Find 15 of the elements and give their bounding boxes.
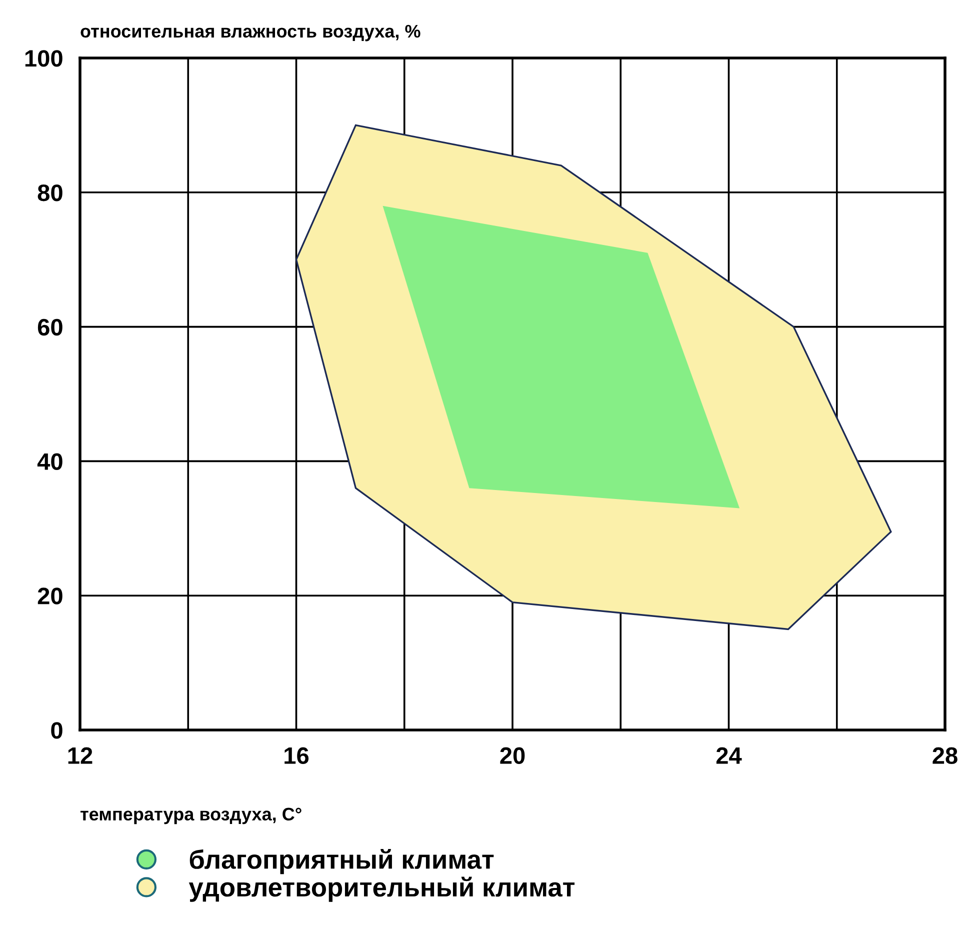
x-tick-label: 20 [500, 747, 525, 764]
x-tick-label: 16 [284, 747, 309, 764]
y-tick-label: 60 [38, 318, 62, 336]
y-tick-label: 100 [25, 50, 62, 67]
x-tick-label: 28 [932, 747, 958, 764]
y-tick-label: 80 [38, 184, 62, 202]
y-tick-label: 0 [51, 722, 62, 739]
y-tick-label: 20 [38, 588, 62, 604]
y-tick-label: 40 [37, 453, 62, 470]
legend-label: удовлетворительный климат [188, 876, 575, 902]
x-axis-title: температура воздуха, C° [80, 808, 302, 824]
legend-label: благоприятный климат [190, 849, 494, 874]
x-tick-label: 12 [68, 747, 92, 764]
y-axis-title: относительная влажность воздуха, % [80, 24, 420, 42]
x-tick-label: 24 [716, 747, 742, 764]
